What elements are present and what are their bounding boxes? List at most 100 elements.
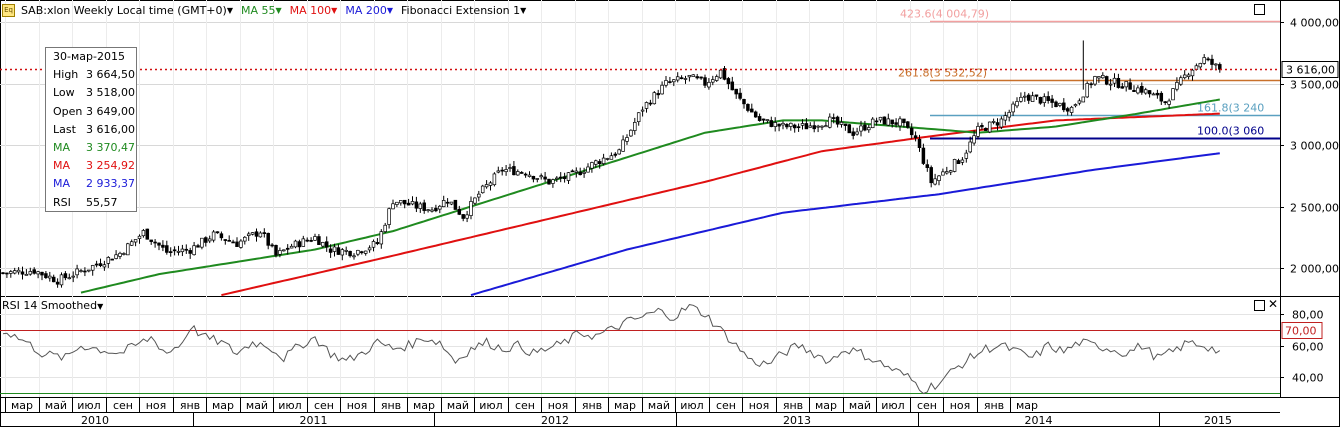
candle-body <box>492 173 497 186</box>
candle-body <box>1159 92 1164 102</box>
candle-body <box>176 250 181 253</box>
month-label: июл <box>680 399 703 412</box>
symbol-dropdown-icon[interactable]: ▼ <box>226 5 233 15</box>
candle-body <box>90 265 95 271</box>
ma100-line <box>221 112 1220 296</box>
candle-body <box>434 207 438 212</box>
candle-body <box>586 166 590 173</box>
candle-body <box>149 239 153 242</box>
month-label: июл <box>77 399 100 412</box>
chart-header: Eq SAB:xlon Weekly Local time (GMT+0) ▼ M… <box>2 2 534 18</box>
candle-body <box>200 237 204 248</box>
candle-body <box>352 255 356 258</box>
candle-body <box>114 254 118 259</box>
candle-body <box>547 178 551 185</box>
fibonacci-label: 161.8(3 240 <box>1197 102 1264 115</box>
rsi-header: RSI 14 Smoothed▼ <box>2 299 103 312</box>
candle-body <box>1062 102 1066 111</box>
candle-body <box>438 205 442 210</box>
candle-body <box>1038 97 1043 104</box>
candle-body <box>909 127 914 136</box>
candle-body <box>137 235 142 239</box>
candle-body <box>375 242 380 245</box>
candle-body <box>722 68 727 80</box>
candle-body <box>188 250 192 254</box>
candle-body <box>1206 58 1210 61</box>
rsi-tick-label: 80,00 <box>1292 309 1324 322</box>
candle-body <box>1143 89 1148 94</box>
candle-body <box>851 131 855 136</box>
month-label: янв <box>381 399 401 412</box>
price-tick-label: 2 000,00 <box>1290 263 1339 276</box>
candle-body <box>562 176 567 180</box>
candle-body <box>1015 101 1019 107</box>
candle-body <box>204 237 208 243</box>
candle-body <box>219 233 224 239</box>
fibonacci-dropdown-icon[interactable]: ▼ <box>520 5 527 15</box>
candle-body <box>289 245 294 249</box>
candle-body <box>730 81 735 91</box>
candle-body <box>102 264 107 268</box>
candle-body <box>106 257 111 264</box>
data-window-row: Open 3 649,00 <box>46 103 136 121</box>
candle-body <box>1128 82 1132 90</box>
candle-body <box>972 135 976 144</box>
rsi-dropdown-icon[interactable]: ▼ <box>97 302 104 311</box>
candle-body <box>55 281 60 285</box>
candle-body <box>558 176 563 179</box>
candle-body <box>371 241 376 248</box>
rsi-label[interactable]: RSI 14 Smoothed <box>2 299 98 312</box>
candle-body <box>703 77 707 86</box>
candle-body <box>449 201 454 205</box>
candle-body <box>1190 69 1195 77</box>
ma55-label[interactable]: MA 55 <box>240 3 276 17</box>
candle-body <box>44 273 48 278</box>
candle-body <box>278 250 282 255</box>
month-label: ноя <box>548 399 569 412</box>
candle-body <box>129 241 134 246</box>
ma100-label[interactable]: MA 100 <box>289 3 332 17</box>
month-label: мар <box>1016 399 1038 412</box>
candle-body <box>1214 63 1218 66</box>
maximize-rsi-pane-icon[interactable] <box>1254 300 1265 311</box>
candle-body <box>980 125 984 128</box>
candle-body <box>718 69 723 79</box>
candle-body <box>1179 77 1183 85</box>
ma55-line <box>80 98 1220 294</box>
month-label: июл <box>479 399 502 412</box>
candle-body <box>258 232 263 238</box>
candle-body <box>328 248 333 253</box>
candle-body <box>648 102 653 105</box>
candle-body <box>301 238 306 247</box>
symbol-label[interactable]: SAB:xlon Weekly Local time (GMT+0) <box>21 3 227 17</box>
fibonacci-label[interactable]: Fibonacci Extension 1 <box>401 3 521 17</box>
candle-body <box>948 170 953 173</box>
candle-body <box>399 200 403 204</box>
ma100-dropdown-icon[interactable]: ▼ <box>331 5 338 15</box>
ma55-dropdown-icon[interactable]: ▼ <box>275 5 282 15</box>
candle-body <box>847 124 852 134</box>
candle-body <box>395 201 399 205</box>
candle-body <box>695 76 699 79</box>
data-window-row: High 3 664,50 <box>46 66 136 84</box>
data-window-value: 3 664,50 <box>86 68 135 82</box>
ma200-dropdown-icon[interactable]: ▼ <box>386 5 393 15</box>
candle-body <box>675 76 680 81</box>
candle-body <box>32 269 36 274</box>
candle-body <box>500 169 504 172</box>
maximize-price-pane-icon[interactable] <box>1254 4 1265 15</box>
candle-body <box>535 178 540 180</box>
candle-body <box>36 271 40 275</box>
close-rsi-pane-icon[interactable]: ✕ <box>1268 297 1279 311</box>
candle-body <box>668 81 672 83</box>
candle-body <box>309 240 313 242</box>
ma200-label[interactable]: MA 200 <box>345 3 387 17</box>
candle-body <box>243 236 247 242</box>
candle-body <box>75 268 79 276</box>
candle-body <box>523 173 528 176</box>
fibonacci-label: 423.6(4 004,79) <box>900 8 989 21</box>
month-label: сен <box>716 399 736 412</box>
candle-body <box>870 118 875 129</box>
